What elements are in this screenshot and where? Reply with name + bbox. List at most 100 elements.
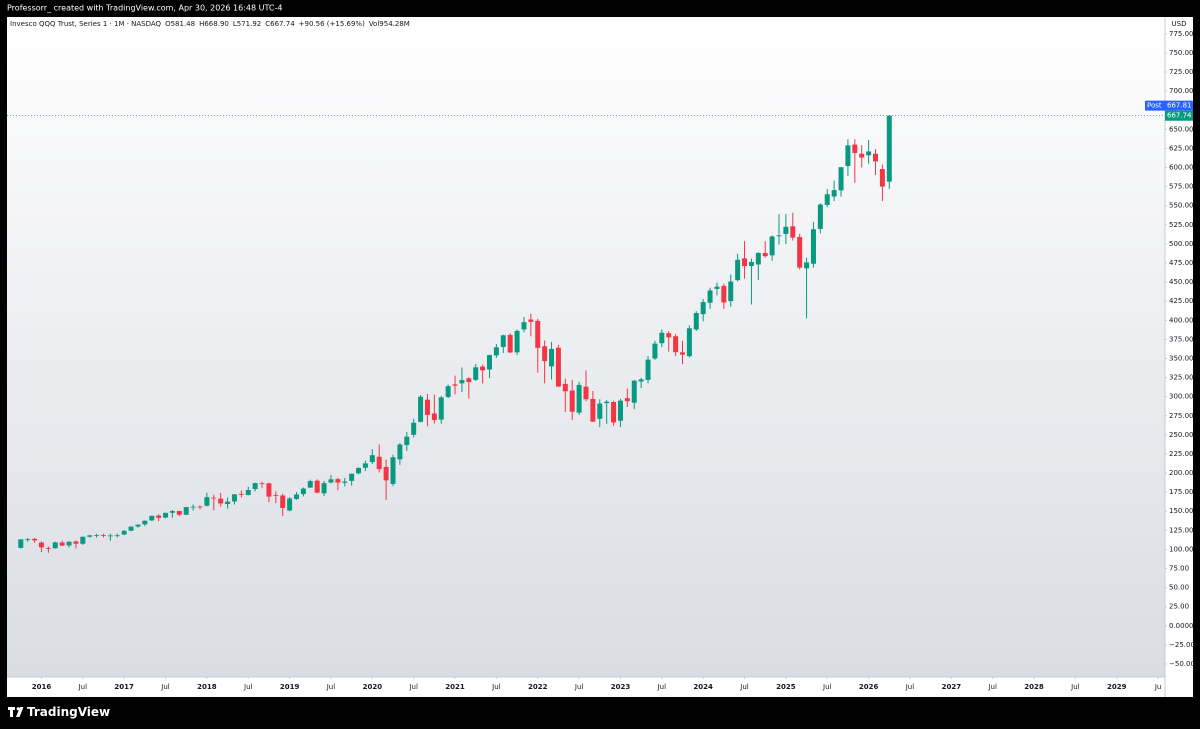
candle-body (190, 506, 196, 508)
candle-body (445, 386, 451, 397)
candle-body (294, 494, 299, 500)
x-tick-label: 2017 (114, 683, 134, 691)
x-tick-label: Jul (657, 683, 667, 691)
candle-body (631, 380, 637, 403)
candle-body (135, 524, 141, 527)
y-tick-label: 275.00 (1169, 412, 1194, 420)
legend-stat: O581.48 (165, 20, 195, 28)
last-price-box (1165, 110, 1193, 121)
candle-body (866, 151, 872, 156)
y-tick-label: 50.00 (1169, 584, 1189, 592)
y-tick-label: 525.00 (1169, 221, 1194, 229)
y-tick-label: 75.00 (1169, 565, 1189, 573)
candle-body (617, 400, 623, 421)
candle-body (638, 379, 644, 382)
candle-body (411, 422, 417, 435)
y-tick-label: 375.00 (1169, 335, 1194, 343)
y-tick-label: 350.00 (1169, 354, 1194, 362)
candle-body (493, 347, 499, 356)
candle-body (666, 333, 672, 338)
candle-body (473, 367, 479, 380)
candle-body (459, 380, 465, 384)
candle-body (45, 548, 51, 549)
candle-body (218, 498, 224, 504)
candle-body (424, 399, 430, 415)
candle-body (824, 194, 830, 205)
candle-body (287, 498, 293, 511)
candle-body (231, 494, 237, 502)
x-tick-label: Jul (326, 683, 336, 691)
candle-body (280, 495, 286, 508)
candle-body (59, 542, 65, 546)
x-tick-label: Ju (1154, 683, 1162, 691)
candle-body (742, 258, 748, 267)
y-tick-label: 575.00 (1169, 183, 1194, 191)
candle-body (128, 526, 134, 531)
y-tick-label: 125.00 (1169, 526, 1194, 534)
candle-body (204, 497, 210, 506)
candle-body (797, 237, 803, 268)
candle-body (266, 483, 272, 497)
legend-stat: L571.92 (233, 20, 261, 28)
post-label: Post (1147, 102, 1162, 110)
candle-body (66, 541, 72, 546)
candle-body (852, 144, 858, 153)
y-tick-label: 775.00 (1169, 30, 1194, 38)
candle-body (817, 204, 823, 229)
candle-body (362, 463, 368, 468)
candle-body (645, 359, 651, 380)
candle-body (183, 507, 189, 515)
candle-body (25, 539, 31, 540)
candle-body (418, 396, 424, 422)
price-labels: Post 667.81 667.74 (1145, 100, 1193, 121)
candle-body (149, 515, 155, 521)
candle-body (480, 366, 486, 371)
y-axis-labels: 775.00750.00725.00700.00675.00650.00625.… (1165, 30, 1195, 668)
last-price: 667.74 (1167, 112, 1192, 120)
x-tick-label: 2023 (611, 683, 631, 691)
candle-body (583, 386, 589, 400)
candle-body (32, 538, 38, 541)
x-tick-label: Jul (822, 683, 832, 691)
candle-body (404, 436, 410, 446)
x-tick-label: 2019 (280, 683, 300, 691)
candle-body (273, 495, 279, 496)
candle-body (142, 520, 148, 525)
candle-body (873, 153, 878, 162)
x-tick-label: 2016 (32, 683, 52, 691)
candle-body (94, 535, 100, 536)
y-tick-label: 150.00 (1169, 507, 1194, 515)
candle-body (349, 473, 355, 481)
candle-body (369, 455, 375, 463)
y-tick-label: 300.00 (1169, 393, 1194, 401)
y-tick-label: 600.00 (1169, 163, 1194, 171)
candle-body (845, 145, 851, 166)
x-tick-label: Jul (574, 683, 584, 691)
x-tick-label: Jul (491, 683, 501, 691)
candle-body (859, 153, 865, 158)
candle-body (790, 226, 796, 238)
x-tick-label: 2022 (528, 683, 548, 691)
candle-body (555, 347, 561, 387)
y-tick-label: 650.00 (1169, 125, 1194, 133)
plot-area (7, 17, 1165, 677)
candle-body (487, 355, 492, 370)
candle-body (211, 497, 217, 499)
legend-stat: +90.56 (+15.69%) (299, 20, 365, 28)
candle-body (507, 334, 513, 353)
candle-body (549, 348, 555, 367)
y-tick-label: 550.00 (1169, 202, 1194, 210)
candle-body (783, 226, 789, 234)
y-tick-label: 475.00 (1169, 259, 1194, 267)
y-tick-label: 0.0000 (1169, 622, 1194, 630)
candle-body (176, 511, 182, 515)
candle-body (431, 413, 437, 421)
candle-body (73, 541, 79, 544)
candle-body (438, 397, 444, 420)
candle-body (114, 535, 120, 537)
y-tick-label: 625.00 (1169, 144, 1194, 152)
candle-body (748, 261, 754, 267)
x-tick-label: 2025 (776, 683, 796, 691)
candle-body (528, 319, 534, 322)
y-tick-label: 750.00 (1169, 49, 1194, 57)
